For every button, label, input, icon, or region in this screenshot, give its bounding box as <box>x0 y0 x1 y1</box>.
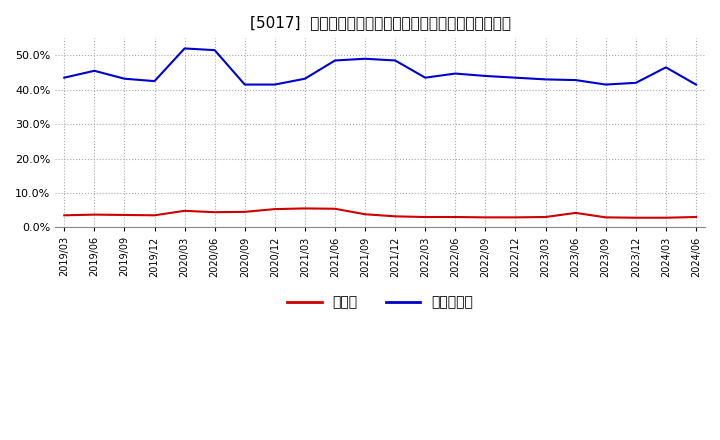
Legend: 現预金, 有利子負債: 現预金, 有利子負債 <box>282 290 479 315</box>
Title: [5017]  現预金、有利子負債の総資産に対する比率の推移: [5017] 現预金、有利子負債の総資産に対する比率の推移 <box>250 15 510 30</box>
